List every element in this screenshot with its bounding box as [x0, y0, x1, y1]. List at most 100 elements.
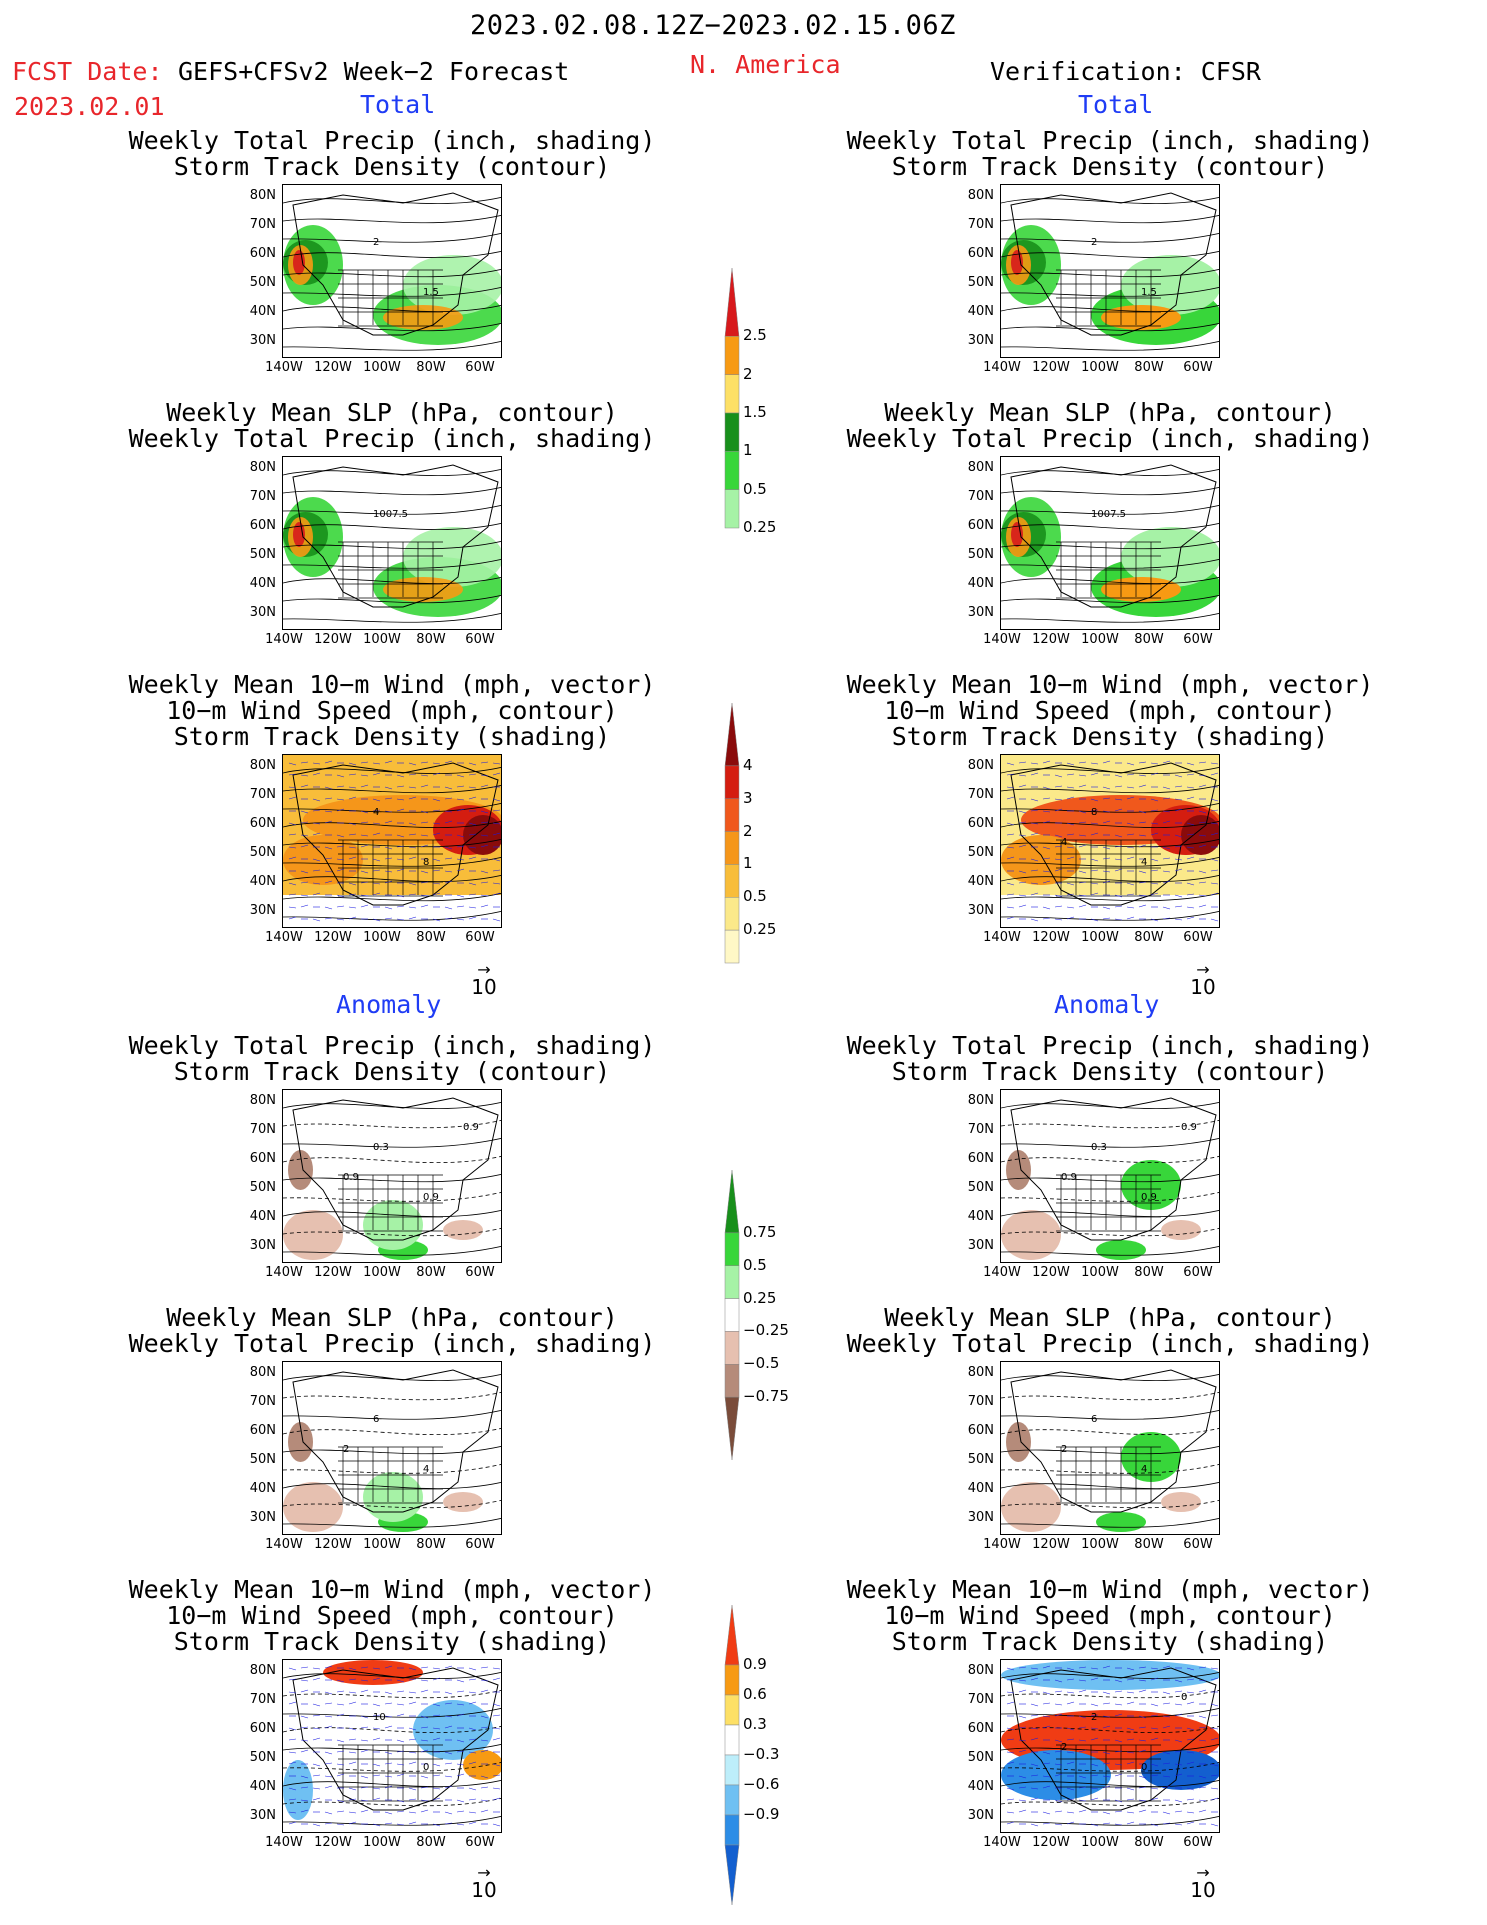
wind-vector	[312, 1703, 321, 1707]
track-shading	[1141, 1750, 1219, 1790]
vector-ref-right-total: → 10	[1190, 960, 1216, 1000]
wind-vector	[420, 784, 429, 788]
wind-vector	[1018, 821, 1027, 824]
wind-vector	[444, 1665, 453, 1669]
colorbar-segment	[724, 1694, 740, 1726]
wind-vector	[336, 1713, 345, 1717]
wind-vector	[336, 1763, 345, 1766]
wind-vector	[348, 1701, 357, 1705]
wind-vector	[1198, 1666, 1207, 1669]
wind-vector	[1102, 820, 1111, 824]
wind-vector	[1018, 1749, 1027, 1753]
wind-vector	[384, 1822, 393, 1825]
wind-vector	[1174, 808, 1183, 812]
wind-vector	[1030, 832, 1039, 836]
wind-vector	[396, 905, 405, 908]
wind-vector	[1114, 785, 1123, 788]
contour-line	[1001, 504, 1219, 515]
wind-vector	[384, 1665, 393, 1669]
wind-vector	[1018, 894, 1027, 897]
contour-line	[283, 892, 501, 902]
contour-line	[283, 802, 501, 813]
wind-vector	[396, 1823, 405, 1826]
colorbar-segment	[724, 864, 740, 898]
coastline	[292, 1097, 499, 1241]
colorbar-segment	[724, 1170, 740, 1234]
wind-vector	[1006, 1811, 1015, 1814]
wind-vector	[408, 786, 417, 789]
contour-line	[1001, 196, 1219, 204]
wind-vector	[1006, 893, 1015, 896]
wind-vector	[300, 1749, 309, 1753]
wind-vector	[1138, 1799, 1147, 1802]
wind-vector	[1066, 773, 1075, 776]
wind-vector	[1210, 832, 1219, 836]
wind-vector	[1066, 1811, 1075, 1814]
wind-vector	[1030, 892, 1039, 896]
wind-vector	[1126, 773, 1135, 776]
wind-vector	[1078, 1799, 1087, 1802]
wind-vector	[1042, 1762, 1051, 1765]
contour-label: 2	[1061, 1742, 1067, 1753]
wind-vector	[480, 1666, 489, 1669]
map-panel: 1007.5	[1000, 456, 1220, 630]
wind-vector	[324, 1691, 333, 1695]
contour-line	[283, 1137, 501, 1148]
wind-vector	[1066, 1678, 1075, 1681]
wind-vector	[408, 846, 417, 849]
contour-line	[283, 268, 501, 278]
contour-line	[1001, 1155, 1219, 1163]
wind-vector	[1150, 1677, 1159, 1681]
wind-vector	[348, 1751, 357, 1754]
wind-vector	[1210, 822, 1219, 825]
wind-vector	[1054, 868, 1063, 872]
coastline	[292, 1369, 499, 1513]
wind-vector	[1186, 1727, 1195, 1731]
wind-vector	[444, 880, 453, 884]
panel-title: 10−m Wind Speed (mph, contour)	[166, 1601, 618, 1630]
coastline	[1010, 1097, 1217, 1241]
lon-tick-label: 120W	[1032, 360, 1070, 375]
wind-vector	[1018, 1666, 1027, 1669]
lon-tick-label: 80W	[416, 632, 446, 647]
wind-vector	[1138, 1726, 1147, 1729]
lat-tick-label: 30N	[249, 1510, 276, 1525]
wind-vector	[468, 773, 477, 776]
lon-tick-label: 80W	[1134, 1537, 1164, 1552]
wind-vector	[1126, 796, 1135, 800]
wind-vector	[1174, 798, 1183, 801]
lon-tick-label: 60W	[1183, 1835, 1213, 1850]
wind-vector	[420, 821, 429, 824]
wind-vector	[288, 1787, 297, 1791]
wind-vector	[1054, 1713, 1063, 1717]
wind-vector	[1198, 761, 1207, 764]
precip-shading	[1096, 1512, 1146, 1532]
lon-tick-label: 100W	[1081, 360, 1119, 375]
wind-vector	[348, 882, 357, 886]
precip-shading	[288, 1150, 313, 1190]
wind-vector	[1174, 1750, 1183, 1753]
wind-vector	[1066, 1761, 1075, 1765]
wind-vector	[1210, 1787, 1219, 1790]
wind-vector	[468, 833, 477, 836]
lon-tick-label: 100W	[363, 930, 401, 945]
wind-vector	[372, 1787, 381, 1790]
map-panel: 1007.5	[282, 456, 502, 630]
wind-vector	[1078, 834, 1087, 837]
contour-line	[1001, 1427, 1219, 1435]
lon-tick-label: 120W	[1032, 1537, 1070, 1552]
wind-vector	[312, 798, 321, 802]
map-panel: 6 4 2	[282, 1361, 502, 1535]
map-panel: 2 1.5	[282, 184, 502, 358]
wind-vector	[1042, 1775, 1051, 1778]
wind-vector	[348, 906, 357, 909]
wind-vector	[1102, 1811, 1111, 1815]
lat-tick-label: 60N	[249, 518, 276, 533]
wind-vector	[444, 846, 453, 850]
wind-vector	[468, 1787, 477, 1791]
section-anomaly-left: Anomaly	[336, 990, 442, 1019]
wind-vector	[444, 1822, 453, 1825]
wind-vector	[1018, 761, 1027, 764]
contour-line	[1001, 1119, 1219, 1129]
lon-tick-label: 100W	[1081, 1265, 1119, 1280]
